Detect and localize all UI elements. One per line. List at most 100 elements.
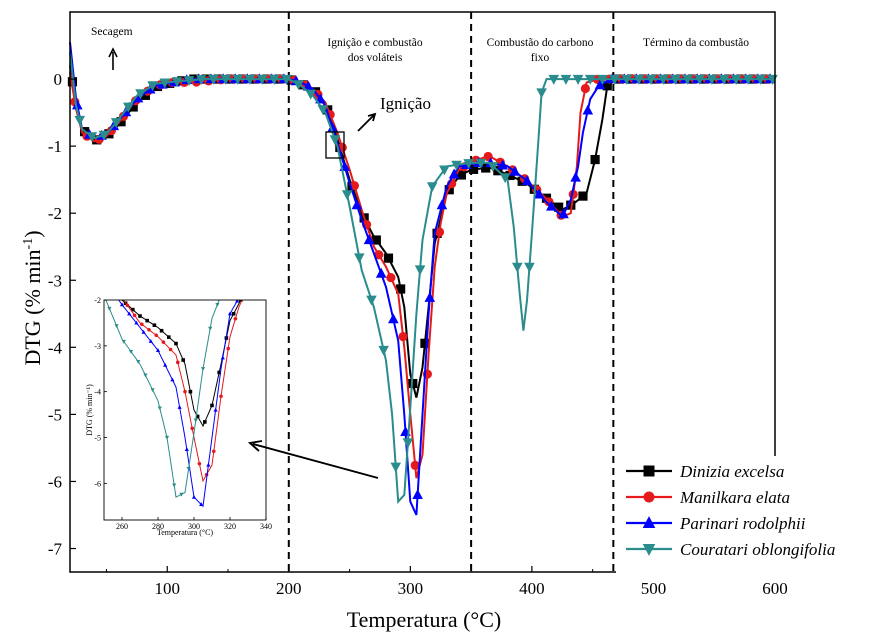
- region-dividers: [287, 12, 615, 572]
- data-point: [448, 168, 460, 179]
- data-point: [572, 74, 584, 85]
- inset-data-point: [188, 389, 193, 394]
- inset-series-1: [111, 276, 259, 483]
- data-point: [327, 122, 338, 133]
- inset-data-point: [248, 283, 252, 287]
- inset-data-point: [193, 418, 198, 423]
- inset-data-point: [212, 449, 216, 454]
- data-point: [426, 182, 438, 193]
- y-tick-label: -2: [48, 204, 62, 223]
- data-point: [584, 74, 596, 85]
- data-point: [657, 74, 669, 85]
- x-tick-label: 100: [154, 579, 180, 598]
- data-point: [390, 462, 402, 473]
- inset-data-point: [195, 414, 200, 419]
- inset-data-point: [168, 347, 173, 352]
- inset-data-point: [257, 271, 261, 275]
- inset-data-point: [164, 435, 170, 440]
- data-point: [74, 115, 86, 126]
- data-point: [509, 165, 521, 176]
- data-point: [706, 74, 718, 85]
- y-tick-label: -4: [48, 338, 63, 357]
- axis-titles: Temperatura (°C) DTG (% min-1): [20, 230, 501, 632]
- data-point: [110, 118, 122, 129]
- inset-pointer-arrow-icon: [247, 440, 379, 479]
- inset-data-point: [125, 303, 130, 308]
- inset-data-point: [210, 403, 214, 408]
- data-point: [244, 74, 256, 85]
- inset-data-point: [176, 360, 180, 365]
- legend-marker: [642, 516, 656, 528]
- data-point: [386, 272, 396, 283]
- main-plot: 100 200 300 400 500 600 0 -1 -2 -3 -4 -5 -6 -7: [48, 11, 788, 598]
- inset-data-point: [239, 300, 243, 302]
- inset-data-point: [131, 307, 135, 312]
- inset-data-point: [155, 348, 161, 353]
- legend-marker: [643, 491, 655, 503]
- region-label-termino: Término da combustão: [643, 37, 749, 49]
- inset-y-tick-label: -4: [94, 388, 101, 397]
- ignition-annotation: Ignição: [325, 94, 431, 159]
- data-point: [439, 165, 450, 176]
- x-tick-label: 400: [519, 579, 545, 598]
- inset-x-tick-label: 260: [116, 522, 128, 531]
- inset-background: [104, 300, 266, 520]
- inset-x-tick-label: 280: [152, 522, 164, 531]
- inset-data-point: [157, 406, 162, 411]
- series-layer: [67, 42, 778, 516]
- inset-data-point: [167, 335, 171, 339]
- inset-data-point: [190, 426, 194, 431]
- inset-data-point: [145, 318, 149, 323]
- data-point: [521, 175, 533, 186]
- data-point: [123, 102, 134, 113]
- data-point: [398, 331, 408, 342]
- inset-data-point: [200, 367, 206, 371]
- ignition-label: Ignição: [380, 94, 431, 113]
- inset-data-point: [138, 314, 142, 318]
- inset-data-point: [230, 277, 234, 281]
- data-point: [132, 92, 144, 103]
- inset-data-point: [172, 483, 177, 488]
- x-tick-label: 200: [276, 579, 302, 598]
- y-tick-label: -1: [48, 137, 62, 156]
- data-point: [468, 164, 479, 174]
- inset-data-point: [127, 311, 132, 316]
- data-point: [302, 80, 314, 91]
- inset-y-tick-label: -6: [94, 479, 101, 488]
- inset-series-3: [105, 267, 248, 498]
- series-line: [69, 52, 775, 505]
- data-point: [366, 295, 377, 306]
- inset-data-point: [255, 276, 259, 280]
- inset-data-point: [233, 316, 238, 321]
- inset-frame: [103, 299, 267, 521]
- inset-y-tick-label: -5: [94, 434, 101, 443]
- inset-data-point: [136, 360, 141, 364]
- inset-data-point: [264, 266, 268, 270]
- region-label-carbono-2: fixo: [531, 52, 550, 64]
- data-point: [682, 74, 693, 85]
- legend-entries: Dinizia excelsa Manilkara elata Parinari r…: [626, 462, 835, 559]
- data-point: [232, 74, 244, 85]
- inset-zoom: 260 280 300 320 340 -2 -3 -4 -5 -6 Temperatura (°…: [85, 266, 379, 537]
- inset-data-point: [181, 358, 185, 362]
- inset-data-point: [111, 282, 115, 286]
- inset-x-tick-label: 300: [188, 522, 200, 531]
- ignition-marker-box: [325, 131, 345, 159]
- data-point: [410, 460, 420, 470]
- data-point: [195, 75, 207, 86]
- inset-data-point: [134, 320, 139, 325]
- inset-data-point: [219, 394, 223, 399]
- inset-data-point: [246, 284, 250, 288]
- data-point: [371, 235, 381, 245]
- data-point: [436, 199, 448, 210]
- inset-series-layer: [105, 266, 268, 508]
- legend-entry-0: Dinizia excelsa: [626, 462, 784, 481]
- region-label-ignicao-1: Ignição e combustão: [327, 37, 422, 49]
- inset-data-point: [244, 267, 248, 271]
- legend-entry-2: Parinari rodolphii: [626, 514, 806, 533]
- inset-data-point: [141, 329, 146, 334]
- data-point: [412, 489, 423, 500]
- data-point: [144, 83, 156, 94]
- region-label-secagem: Secagem: [91, 26, 133, 38]
- inset-series-line: [118, 300, 239, 508]
